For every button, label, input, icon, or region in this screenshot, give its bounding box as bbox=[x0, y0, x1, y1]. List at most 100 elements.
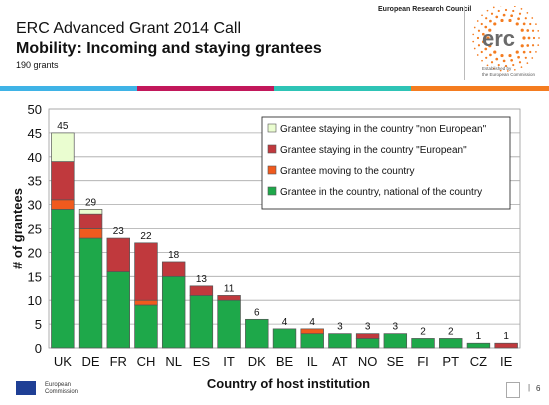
logo-dot bbox=[531, 29, 535, 32]
logo-dot bbox=[526, 44, 530, 47]
logo-dot bbox=[510, 58, 513, 62]
eu-flag-icon bbox=[16, 381, 36, 395]
logo-dot bbox=[477, 29, 481, 32]
bar-segment bbox=[411, 338, 435, 349]
bar-segment bbox=[439, 338, 463, 349]
color-band-teal bbox=[274, 86, 411, 91]
x-tick-label: ES bbox=[193, 354, 211, 369]
logo-dot bbox=[532, 36, 536, 40]
x-tick-label: CZ bbox=[470, 354, 487, 369]
logo-dot bbox=[520, 7, 523, 10]
logo-dot bbox=[488, 44, 492, 48]
x-tick-label: SE bbox=[387, 354, 405, 369]
bar-segment bbox=[106, 237, 130, 272]
logo-dot bbox=[492, 67, 495, 70]
total-label: 3 bbox=[365, 322, 371, 333]
bar-segment bbox=[466, 342, 491, 349]
logo-dot bbox=[520, 66, 523, 69]
logo-dot bbox=[526, 11, 529, 14]
logo-dot bbox=[529, 50, 532, 54]
bar-segment bbox=[245, 318, 269, 349]
logo-dot bbox=[495, 57, 499, 61]
bar-segment bbox=[134, 304, 158, 349]
logo-dot bbox=[493, 50, 497, 54]
bar-segment bbox=[134, 242, 158, 301]
grant-count: 190 grants bbox=[16, 60, 59, 70]
x-tick-label: CH bbox=[137, 354, 156, 369]
logo-dot bbox=[497, 9, 500, 13]
logo-dot bbox=[481, 32, 485, 36]
slide-title: ERC Advanced Grant 2014 Call bbox=[16, 20, 242, 37]
logo-dot bbox=[486, 64, 489, 67]
y-tick-label: 50 bbox=[28, 102, 42, 117]
total-label: 23 bbox=[113, 226, 125, 237]
ec-label: European Commission bbox=[45, 382, 78, 396]
page-separator: | bbox=[528, 383, 531, 392]
bar-segment bbox=[189, 295, 214, 349]
logo-dot bbox=[484, 47, 488, 51]
logo-dot bbox=[535, 23, 537, 25]
logo-dot bbox=[527, 36, 531, 40]
logo-dot bbox=[492, 6, 495, 9]
logo-dot bbox=[486, 36, 490, 40]
y-tick-label: 20 bbox=[28, 245, 42, 260]
total-label: 1 bbox=[476, 331, 482, 342]
total-label: 6 bbox=[254, 307, 260, 318]
logo-dot bbox=[476, 36, 480, 40]
y-tick-label: 0 bbox=[35, 341, 42, 356]
logo-dot bbox=[500, 53, 504, 58]
bar-segment bbox=[328, 333, 352, 349]
logo-dot bbox=[515, 50, 519, 54]
logo-dot bbox=[515, 22, 519, 26]
x-tick-label: UK bbox=[54, 354, 72, 369]
logo-dot bbox=[538, 37, 540, 39]
logo-dot bbox=[531, 57, 534, 59]
bar-segment bbox=[78, 209, 103, 215]
logo-dot bbox=[480, 50, 483, 54]
x-tick-label: IT bbox=[223, 354, 235, 369]
logo-dot bbox=[504, 64, 508, 68]
legend-label: Grantee staying in the country "European… bbox=[280, 145, 467, 156]
y-tick-label: 25 bbox=[28, 222, 42, 237]
y-tick-label: 35 bbox=[28, 174, 42, 189]
x-tick-label: IL bbox=[307, 354, 318, 369]
bar-segment bbox=[51, 209, 75, 349]
svg-text:erc: erc bbox=[482, 26, 515, 51]
logo-dot bbox=[506, 70, 509, 72]
logo-dot bbox=[477, 44, 481, 47]
legend-label: Grantee in the country, national of the … bbox=[280, 187, 482, 198]
slide-heading: Mobility: Incoming and staying grantees bbox=[16, 40, 322, 57]
bar-segment bbox=[51, 132, 75, 162]
total-label: 13 bbox=[196, 274, 208, 285]
total-label: 2 bbox=[448, 326, 454, 337]
bar-segment bbox=[78, 228, 103, 239]
x-axis-title: Country of host institution bbox=[207, 376, 370, 391]
logo-dot bbox=[513, 6, 516, 8]
logo-dot bbox=[489, 53, 492, 57]
total-label: 45 bbox=[57, 121, 69, 132]
legend-swatch bbox=[267, 123, 277, 133]
logo-dot bbox=[481, 14, 483, 17]
logo-dot bbox=[508, 18, 512, 23]
logo-dot bbox=[481, 59, 483, 62]
legend-swatch bbox=[267, 165, 277, 175]
bar-segment bbox=[217, 295, 241, 301]
logo-dot bbox=[522, 50, 526, 54]
logo-dot bbox=[497, 63, 500, 67]
bar-segment bbox=[272, 328, 297, 349]
y-axis-title: # of grantees bbox=[10, 188, 25, 269]
logo-divider bbox=[464, 6, 465, 80]
logo-dot bbox=[524, 17, 527, 20]
logo-dot bbox=[490, 61, 494, 64]
logo-dot bbox=[513, 68, 516, 71]
legend-label: Grantee staying in the country "non Euro… bbox=[280, 124, 487, 135]
x-tick-label: IE bbox=[500, 354, 513, 369]
logo-dot bbox=[489, 19, 492, 23]
page-number: 6 bbox=[536, 384, 541, 393]
bar-segment bbox=[161, 261, 186, 277]
logo-dot bbox=[485, 56, 488, 59]
logo-dot bbox=[504, 8, 508, 12]
logo-dot bbox=[472, 33, 475, 36]
bar-segment bbox=[134, 299, 158, 306]
